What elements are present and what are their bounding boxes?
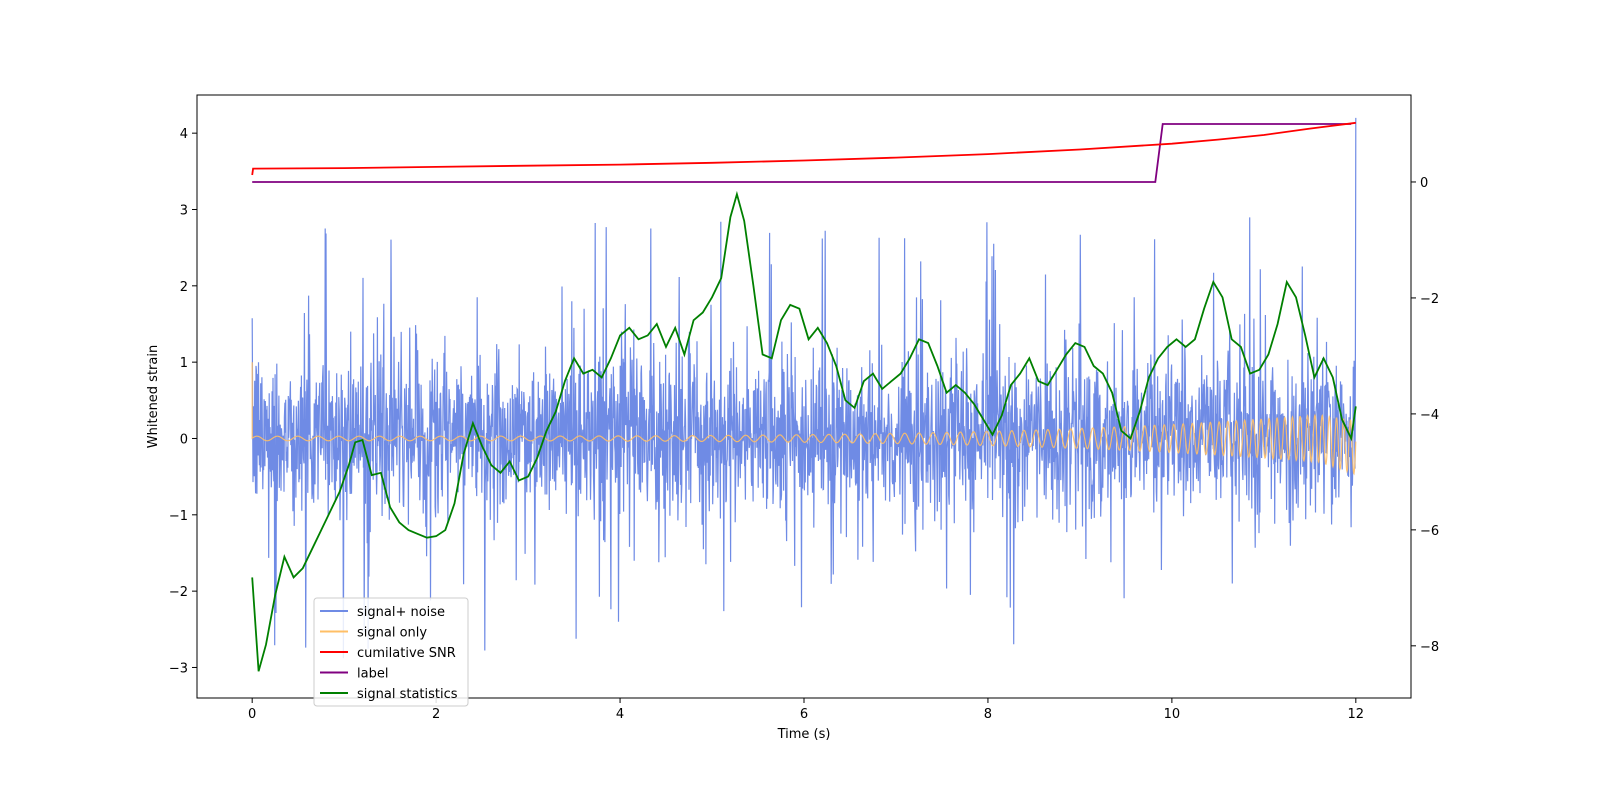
y-tick-label: −1 bbox=[169, 509, 188, 524]
x-tick-label: 4 bbox=[616, 707, 624, 722]
legend-entry: cumilative SNR bbox=[357, 646, 456, 661]
y-tick-label: −2 bbox=[169, 585, 188, 600]
series-cumulative-snr bbox=[251, 121, 1356, 176]
x-tick-label: 6 bbox=[800, 707, 808, 722]
y-axis-label: Whitened strain bbox=[146, 345, 161, 448]
legend-entry: signal+ noise bbox=[357, 605, 445, 620]
legend-entry: signal statistics bbox=[357, 687, 458, 702]
y-tick-label: −3 bbox=[169, 661, 188, 676]
x-tick-label: 0 bbox=[248, 707, 256, 722]
y-tick-label: 4 bbox=[180, 127, 188, 142]
y-axis: −3 −2 −1 0 1 2 3 4 bbox=[169, 127, 197, 676]
x-tick-label: 2 bbox=[432, 707, 440, 722]
y-tick-label: 2 bbox=[180, 280, 188, 295]
y2-tick-label: −6 bbox=[1420, 524, 1439, 539]
y2-tick-label: −4 bbox=[1420, 408, 1439, 423]
series-layer bbox=[251, 117, 1357, 672]
y-tick-label: 3 bbox=[180, 203, 188, 218]
x-axis-label: Time (s) bbox=[777, 727, 831, 742]
y-tick-label: 1 bbox=[180, 356, 188, 371]
legend-entry: label bbox=[357, 667, 388, 682]
legend-box bbox=[313, 597, 469, 707]
series-signal-noise bbox=[251, 117, 1357, 659]
x-tick-label: 8 bbox=[984, 707, 992, 722]
y2-tick-label: −8 bbox=[1420, 640, 1439, 655]
series-label bbox=[252, 123, 1352, 183]
series-signal-only bbox=[251, 362, 1357, 476]
legend-entry: signal only bbox=[357, 626, 427, 641]
series-signal-statistics bbox=[251, 190, 1357, 672]
x-tick-label: 10 bbox=[1164, 707, 1181, 722]
x-tick-label: 12 bbox=[1348, 707, 1365, 722]
y2-axis: −8 −6 −4 −2 0 bbox=[1411, 176, 1439, 655]
y2-tick-label: 0 bbox=[1420, 176, 1428, 191]
y2-tick-label: −2 bbox=[1420, 292, 1439, 307]
y-tick-label: 0 bbox=[180, 432, 188, 447]
legend: signal+ noise signal only cumilative SNR la… bbox=[313, 597, 469, 707]
